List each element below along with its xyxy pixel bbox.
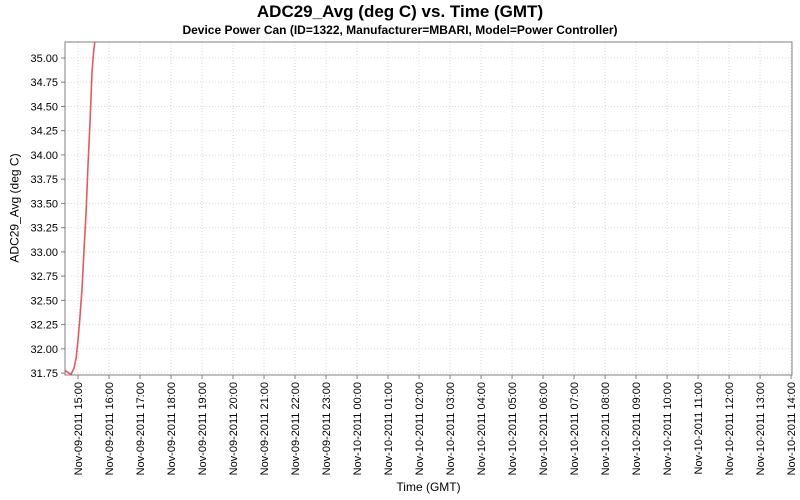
x-tick-label: Nov-10-2011 03:00 (445, 382, 457, 475)
y-tick-label: 33.00 (30, 247, 58, 259)
y-tick-label: 32.00 (30, 344, 58, 356)
x-tick-label: Nov-09-2011 18:00 (166, 382, 178, 475)
y-tick-label: 34.00 (30, 150, 58, 162)
y-tick-label: 34.50 (30, 101, 58, 113)
y-tick-label: 34.25 (30, 126, 58, 138)
x-tick-label: Nov-09-2011 21:00 (259, 382, 271, 475)
x-tick-label: Nov-09-2011 22:00 (290, 382, 302, 475)
chart-subtitle: Device Power Can (ID=1322, Manufacturer=… (182, 23, 618, 37)
x-tick-label: Nov-09-2011 17:00 (135, 382, 147, 475)
x-axis-title: Time (GMT) (396, 480, 461, 494)
chart-title: ADC29_Avg (deg C) vs. Time (GMT) (256, 2, 544, 21)
y-tick-label: 35.00 (30, 53, 58, 65)
plot-border (64, 41, 793, 376)
x-tick-label: Nov-10-2011 00:00 (352, 382, 364, 475)
x-tick-label: Nov-09-2011 23:00 (321, 382, 333, 475)
y-tick-label: 33.75 (30, 174, 58, 186)
x-tick-label: Nov-10-2011 10:00 (662, 382, 674, 475)
y-tick-label: 34.75 (30, 77, 58, 89)
y-tick-label: 32.25 (30, 320, 58, 332)
y-tick-label: 32.75 (30, 271, 58, 283)
x-tick-label: Nov-09-2011 19:00 (197, 382, 209, 475)
x-tick-label: Nov-10-2011 01:00 (383, 382, 395, 475)
y-axis-title: ADC29_Avg (deg C) (7, 153, 22, 263)
x-tick-label: Nov-10-2011 11:00 (693, 382, 705, 475)
y-tick-label: 31.75 (30, 368, 58, 380)
x-tick-label: Nov-09-2011 16:00 (104, 382, 116, 475)
x-tick-label: Nov-10-2011 14:00 (786, 382, 798, 475)
x-tick-label: Nov-09-2011 20:00 (228, 382, 240, 475)
x-tick-label: Nov-10-2011 12:00 (724, 382, 736, 475)
x-tick-label: Nov-10-2011 06:00 (538, 382, 550, 475)
x-tick-label: Nov-09-2011 15:00 (73, 382, 85, 475)
x-tick-label: Nov-10-2011 13:00 (755, 382, 767, 475)
x-tick-label: Nov-10-2011 05:00 (507, 382, 519, 475)
x-tick-label: Nov-10-2011 02:00 (414, 382, 426, 475)
y-tick-label: 33.25 (30, 223, 58, 235)
x-tick-label: Nov-10-2011 04:00 (476, 382, 488, 475)
x-tick-label: Nov-10-2011 07:00 (569, 382, 581, 475)
x-tick-label: Nov-10-2011 09:00 (631, 382, 643, 475)
y-tick-label: 32.50 (30, 295, 58, 307)
y-tick-label: 33.50 (30, 198, 58, 210)
x-tick-label: Nov-10-2011 08:00 (600, 382, 612, 475)
series-line (65, 42, 96, 375)
